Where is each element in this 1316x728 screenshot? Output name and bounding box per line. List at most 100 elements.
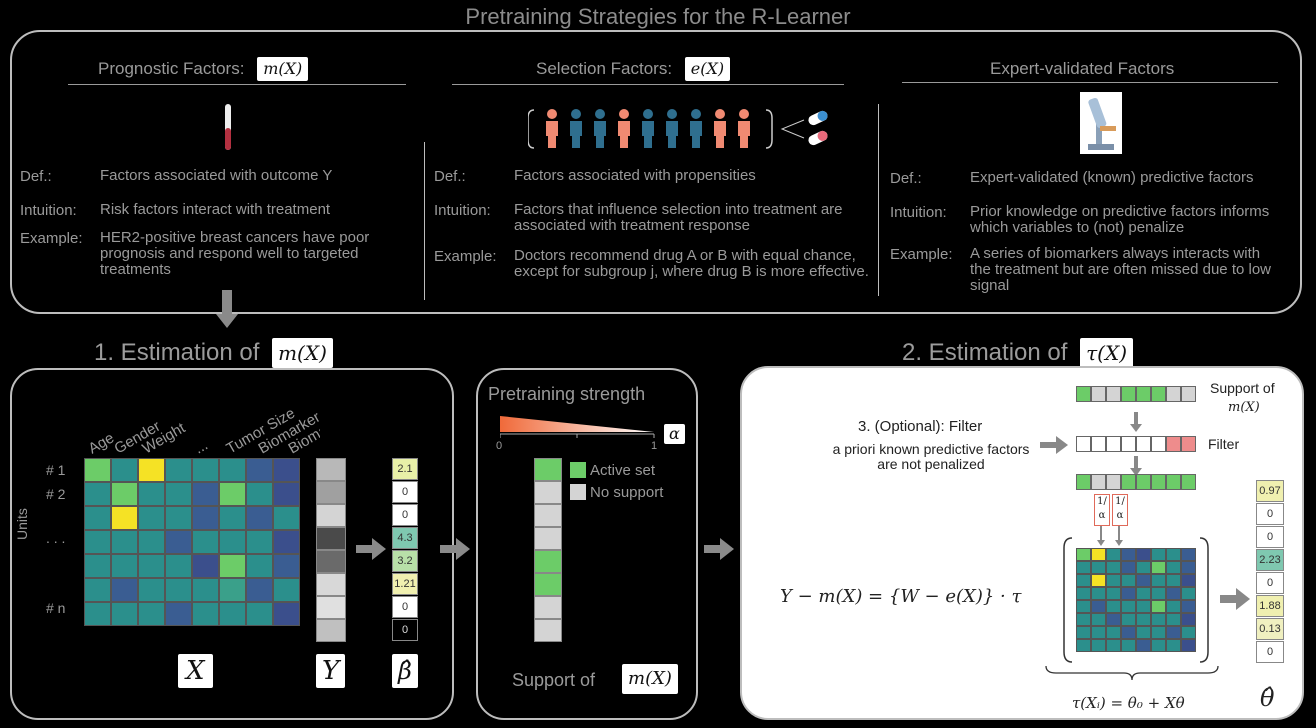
heatmap-cell (165, 482, 192, 506)
heatmap-cell (1076, 600, 1091, 613)
heatmap-cell (192, 458, 219, 482)
support-cell (1106, 386, 1121, 402)
person-icon (714, 109, 726, 148)
support-cell (1121, 436, 1136, 452)
heatmap-cell (1106, 626, 1121, 639)
heatmap-cell (273, 506, 300, 530)
support-cell (534, 596, 562, 619)
step1-title: 1. Estimation of m(X) (94, 338, 333, 368)
heatmap-cell (1091, 613, 1106, 626)
heatmap-cell (138, 458, 165, 482)
inv-alpha-frac: 1/α (1112, 494, 1128, 526)
support-cell (534, 573, 562, 596)
step2-title-text: 2. Estimation of (902, 339, 1068, 366)
person-icon (546, 109, 558, 148)
heatmap-cell (246, 554, 273, 578)
heatmap-cell (165, 602, 192, 626)
heatmap-cell (246, 530, 273, 554)
divider (452, 84, 844, 85)
support-cell (534, 550, 562, 573)
people-pills-icon (527, 104, 838, 154)
heatmap-cell (1091, 639, 1106, 652)
heatmap-cell (1136, 587, 1151, 600)
heatmap-cell (1166, 639, 1181, 652)
heatmap-cell (138, 578, 165, 602)
filter-title: 3. (Optional): Filter (858, 418, 983, 435)
example-text: Doctors recommend drug A or B with equal… (514, 247, 869, 280)
right-arrow-icon (440, 538, 470, 560)
heatmap-cell (273, 554, 300, 578)
support-row (1076, 386, 1198, 404)
heatmap-cell (1166, 600, 1181, 613)
heatmap-cell (1136, 639, 1151, 652)
support-cell (1166, 474, 1181, 490)
heatmap-cell (219, 458, 246, 482)
heatmap-cell (246, 578, 273, 602)
pill-icon (808, 110, 828, 126)
example-text: HER2-positive breast cancers have poor p… (100, 229, 370, 278)
bracket (527, 109, 535, 149)
heatmap-cell (1076, 639, 1091, 652)
matrix-brackets (1062, 536, 1210, 664)
heatmap-cell (1181, 600, 1196, 613)
heatmap-cell (165, 554, 192, 578)
heatmap-cell (1151, 600, 1166, 613)
heatmap-cell (1121, 587, 1136, 600)
pill-icon (808, 130, 828, 146)
heatmap-cell (138, 482, 165, 506)
selection-math: e(X) (684, 57, 731, 81)
support-cell (1106, 436, 1121, 452)
support-column (534, 458, 562, 648)
heatmap-cell (111, 506, 138, 530)
heatmap-cell (1181, 639, 1196, 652)
def-label: Def.: (434, 168, 466, 185)
heatmap-cell (1136, 600, 1151, 613)
beta-value: 3.2 (392, 550, 418, 572)
heatmap-cell (1151, 613, 1166, 626)
active-legend-swatch (570, 462, 586, 478)
heatmap-cell (165, 506, 192, 530)
heatmap-cell (1091, 587, 1106, 600)
y-cell (316, 458, 346, 481)
beta-value: 0 (392, 481, 418, 503)
heatmap-cell (84, 458, 111, 482)
theta-hat-label: θ̂ (1260, 684, 1275, 712)
column-divider (878, 104, 879, 296)
down-arrow-icon (1130, 412, 1142, 432)
heatmap-cell (246, 602, 273, 626)
heatmap-cell (1121, 626, 1136, 639)
beta-column: 2.1 0 0 4.3 3.2 1.21 0 0 (392, 458, 418, 648)
y-cell (316, 481, 346, 504)
heatmap-cell (111, 554, 138, 578)
support-of-label: Support of (1210, 380, 1275, 396)
def-text: Expert-validated (known) predictive fact… (970, 169, 1254, 186)
step1-panel (10, 368, 454, 720)
right-arrow-icon (1040, 436, 1070, 454)
heatmap-cell (1076, 561, 1091, 574)
intuition-label: Intuition: (890, 204, 947, 221)
heatmap-cell (273, 458, 300, 482)
filter-text: a priori known predictive factors are no… (832, 441, 1030, 472)
support-cell (1121, 474, 1136, 490)
heatmap-cell (192, 602, 219, 626)
heatmap-cell (1181, 587, 1196, 600)
person-icon (666, 109, 678, 148)
heatmap-cell (1076, 587, 1091, 600)
bracket (765, 109, 773, 149)
prognostic-heading-text: Prognostic Factors: (98, 59, 245, 78)
divider (902, 82, 1278, 83)
heatmap-cell (1121, 574, 1136, 587)
support-cell (1121, 386, 1136, 402)
filter-label: Filter (1208, 436, 1240, 452)
tick-0: 0 (496, 440, 503, 452)
heatmap-cell (1091, 561, 1106, 574)
nosupport-legend-label: No support (590, 484, 664, 501)
row-label: # 2 (46, 486, 66, 502)
heatmap-cell (1136, 613, 1151, 626)
heatmap-cell (273, 602, 300, 626)
person-icon (642, 109, 654, 148)
row-label: . . . (46, 530, 66, 546)
heatmap-cell (1151, 574, 1166, 587)
y-cell (316, 573, 346, 596)
intuition-label: Intuition: (20, 202, 77, 219)
